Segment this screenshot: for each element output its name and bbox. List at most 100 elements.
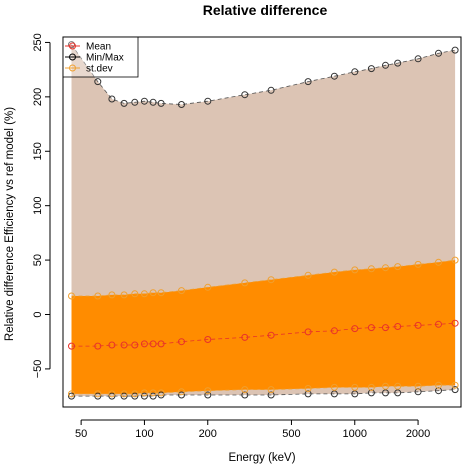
mean-point [394,323,402,330]
x-tick-label: 200 [199,428,217,440]
min-point [394,389,402,397]
stdev-upper-point [330,268,338,276]
stdev-upper-point [351,266,359,274]
legend-symbol-1 [69,53,76,61]
y-tick-label: 0 [32,311,44,317]
mean-point [304,328,312,336]
mean-point [157,340,165,348]
stdev-lower-point [204,387,212,395]
stdev-lower-point [131,390,139,398]
max-point [178,101,185,108]
stdev-lower-point [94,390,102,398]
mean-point [131,341,139,349]
stdev-lower-point [241,386,249,394]
stdev-upper-point [367,265,375,273]
max-point [394,59,402,67]
max-point [451,46,459,54]
stdev-band [71,260,456,394]
y-tick-label: 200 [32,88,44,106]
max-point [108,95,116,103]
mean-point [267,331,275,339]
mean-point [68,342,75,350]
stdev-upper-point [304,271,312,279]
stdev-lower-point [304,385,312,392]
stdev-lower-point [330,383,338,391]
y-tick-label: 100 [32,197,44,215]
stdev-upper-point [241,279,249,287]
stdev-lower-point [140,389,148,397]
min-point [140,392,148,400]
x-tick-label: 1000 [343,428,367,440]
stdev-upper-point [267,276,275,284]
max-point [204,97,212,105]
max-line [71,44,456,105]
stdev-upper-point [451,256,459,264]
min-point [68,392,75,400]
max-point [367,65,375,73]
stdev-lower-point [435,381,442,389]
mean-point [330,327,338,335]
mean-point [204,336,212,343]
stdev-lower-point [178,388,185,396]
plot-frame [62,36,462,408]
max-point [94,78,102,86]
min-line [71,389,456,397]
stdev-upper-point [149,289,157,297]
max-point [267,86,275,94]
mean-point [414,321,422,329]
stdev-upper-point [382,264,389,272]
stdev-upper-point [178,287,185,295]
max-point [351,68,359,76]
stdev-lower-point [414,382,422,390]
mean-line [71,322,456,347]
max-point [120,99,128,107]
max-point [330,72,338,80]
stdev-upper-point [204,283,212,291]
max-point [414,55,422,63]
min-point [149,392,157,400]
x-tick-label: 2000 [406,428,430,440]
mean-point [178,338,185,346]
min-point [157,391,165,399]
mean-point [94,342,102,350]
stdev-lower-point [367,383,375,391]
stdev-lower-point [394,382,402,390]
y-axis-label: Relative difference Efficiency vs ref mo… [4,107,16,341]
max-point [157,99,165,107]
x-tick-label: 50 [75,428,87,440]
min-point [108,392,116,400]
stdev-upper-point [140,290,148,298]
y-tick-label: 250 [32,33,44,51]
max-point [149,98,157,106]
stdev-lower-point [120,390,128,398]
min-point [131,392,139,400]
max-point [435,49,442,57]
y-axis: −50 0 50 100 150 200 250 [32,33,51,378]
max-point [131,98,139,106]
x-axis: 50 100 200 500 1000 2000 [75,419,430,440]
stdev-upper-point [131,290,139,298]
x-tick-label: 100 [135,428,153,440]
chart-title: Relative difference [203,2,328,18]
min-point [94,392,102,400]
stdev-upper-point [94,292,102,300]
min-point [120,392,128,400]
mean-point [451,319,459,327]
stdev-lower-point [68,390,75,398]
min-point [304,390,312,398]
stdev-lower-point [108,390,116,398]
stdev-lower-point [267,386,275,394]
max-point [382,61,389,69]
legend-label-0: Mean [86,42,111,53]
stdev-upper-point [157,289,165,297]
stdev-upper-point [414,260,422,268]
plot-area [68,41,459,400]
min-point [178,391,185,399]
x-axis-label: Energy (keV) [228,452,295,464]
mean-point [108,341,116,349]
legend-label-2: st.dev [86,64,113,75]
mean-point [382,324,389,332]
x-tick-label: 500 [282,428,300,440]
stdev-lower-point [451,381,459,389]
